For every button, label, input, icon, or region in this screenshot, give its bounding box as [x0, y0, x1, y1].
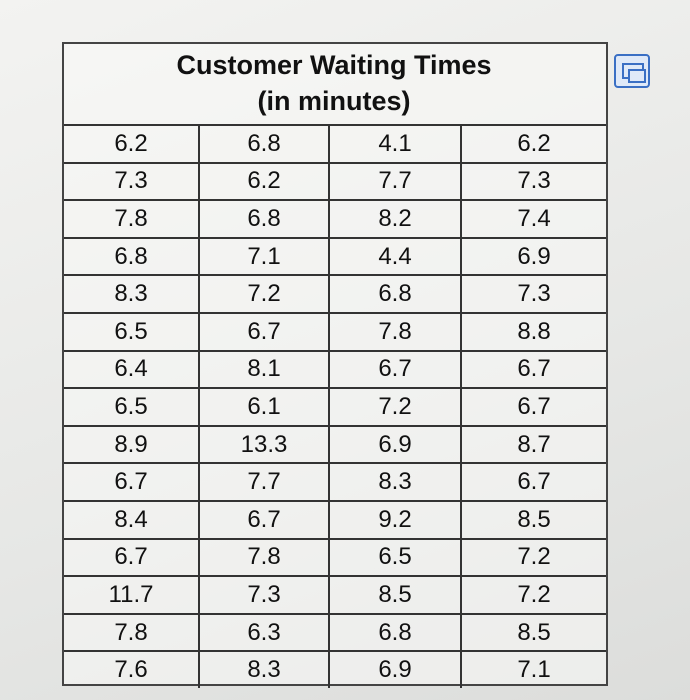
- table-cell: 6.8: [198, 201, 328, 237]
- table-cell: 6.2: [114, 129, 148, 157]
- table-cell: 4.4: [328, 238, 460, 275]
- table-cell: 6.3: [198, 614, 328, 651]
- table-cell: 8.4: [114, 505, 148, 533]
- table-cell: 7.7: [198, 464, 328, 500]
- table-cell: 6.4: [114, 355, 148, 383]
- table-cell: 6.8: [328, 614, 460, 651]
- table-row: 6.2 6.8 4.1 6.2: [64, 124, 606, 162]
- table-row: 7.8 6.3 6.8 8.5: [64, 612, 606, 651]
- table-cell: 6.5: [114, 392, 148, 420]
- table-cell: 8.3: [328, 464, 460, 500]
- table-cell: 6.7: [460, 351, 606, 388]
- table-cell: 6.2: [198, 163, 328, 200]
- table-row: 7.6 8.3 6.9 7.1: [64, 650, 606, 688]
- table-row: 6.8 7.1 4.4 6.9: [64, 236, 606, 275]
- table-cell: 6.2: [460, 126, 606, 162]
- table-cell: 7.8: [198, 539, 328, 576]
- table-cell: 6.7: [198, 313, 328, 350]
- table-cell: 7.3: [114, 167, 148, 195]
- copy-data-button[interactable]: [614, 54, 650, 88]
- table-cell: 8.9: [114, 430, 148, 458]
- table-title: Customer Waiting Times: [176, 50, 492, 80]
- table-row: 7.3 6.2 7.7 7.3: [64, 161, 606, 200]
- table-cell: 7.6: [114, 656, 148, 684]
- table-row: 6.7 7.7 8.3 6.7: [64, 462, 606, 500]
- table-cell: 6.7: [114, 468, 148, 496]
- table-subtitle: (in minutes): [257, 86, 411, 116]
- table-cell: 7.7: [328, 163, 460, 200]
- table-row: 7.8 6.8 8.2 7.4: [64, 199, 606, 237]
- table-row: 6.4 8.1 6.7 6.7: [64, 349, 606, 388]
- table-cell: 8.3: [114, 280, 148, 308]
- table-row: 8.3 7.2 6.8 7.3: [64, 274, 606, 312]
- table-cell: 7.3: [460, 163, 606, 200]
- table-cell: 7.1: [198, 238, 328, 275]
- table-cell: 7.4: [460, 201, 606, 237]
- table-cell: 7.1: [460, 652, 606, 688]
- table-cell: 8.3: [198, 652, 328, 688]
- table-cell: 8.8: [460, 313, 606, 350]
- table-cell: 7.8: [114, 618, 148, 646]
- table-cell: 6.7: [198, 501, 328, 538]
- table-cell: 6.8: [198, 126, 328, 162]
- table-cell: 7.3: [460, 276, 606, 312]
- table-cell: 7.2: [460, 539, 606, 576]
- table-cell: 6.7: [460, 464, 606, 500]
- table-cell: 6.7: [328, 351, 460, 388]
- table-cell: 8.1: [198, 351, 328, 388]
- table-cell: 8.5: [328, 577, 460, 613]
- table-cell: 11.7: [108, 580, 154, 608]
- table-cell: 7.3: [198, 577, 328, 613]
- table-cell: 8.2: [328, 201, 460, 237]
- table-cell: 7.8: [328, 313, 460, 350]
- table-cell: 8.5: [460, 614, 606, 651]
- table-cell: 6.9: [328, 426, 460, 463]
- table-cell: 7.8: [114, 204, 148, 232]
- table-cell: 6.5: [328, 539, 460, 576]
- table-cell: 13.3: [198, 426, 328, 463]
- table-row: 6.7 7.8 6.5 7.2: [64, 537, 606, 576]
- table-row: 8.9 13.3 6.9 8.7: [64, 424, 606, 463]
- table-cell: 6.7: [460, 389, 606, 425]
- table-cell: 6.9: [328, 652, 460, 688]
- table-cell: 6.8: [114, 242, 148, 270]
- table-row: 6.5 6.7 7.8 8.8: [64, 311, 606, 350]
- table-cell: 7.2: [328, 389, 460, 425]
- table-cell: 6.8: [328, 276, 460, 312]
- table-cell: 8.7: [460, 426, 606, 463]
- table-cell: 8.5: [460, 501, 606, 538]
- table-row: 11.7 7.3 8.5 7.2: [64, 575, 606, 613]
- data-table: Customer Waiting Times (in minutes) 6.2 6…: [62, 42, 608, 688]
- table-grid: 6.2 6.8 4.1 6.2 7.3 6.2 7.7 7.3 7.8 6.8 8.2 7.4 6.8 7…: [64, 124, 606, 688]
- table-cell: 6.7: [114, 543, 148, 571]
- table-cell: 6.9: [460, 238, 606, 275]
- table-cell: 4.1: [328, 126, 460, 162]
- table-cell: 9.2: [328, 501, 460, 538]
- table-cell: 6.5: [114, 317, 148, 345]
- table-cell: 7.2: [198, 276, 328, 312]
- table-cell: 7.2: [460, 577, 606, 613]
- table-row: 6.5 6.1 7.2 6.7: [64, 387, 606, 425]
- table-cell: 6.1: [198, 389, 328, 425]
- table-row: 8.4 6.7 9.2 8.5: [64, 499, 606, 538]
